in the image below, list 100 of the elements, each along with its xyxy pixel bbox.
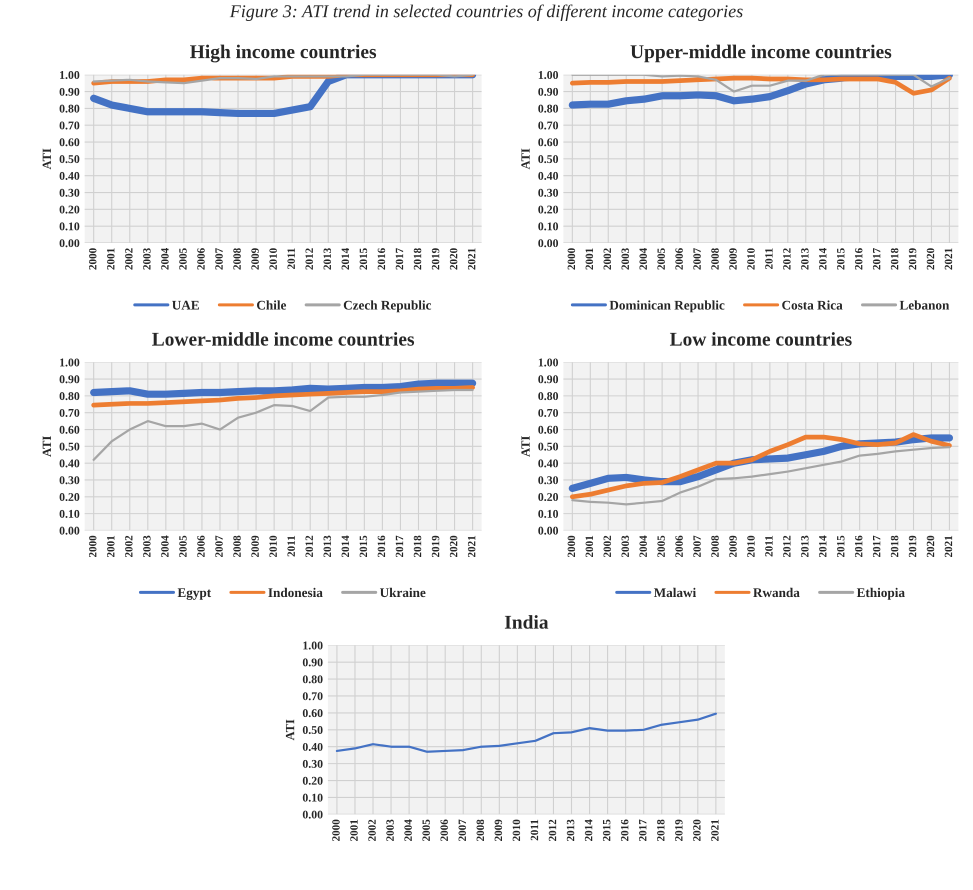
x-tick-label: 2012 [783,248,791,270]
y-tick-label: 0.60 [302,709,323,718]
x-tick-label: 2002 [125,536,133,558]
x-tick-label: 2010 [512,820,520,841]
chart-title: Lower-middle income countries [152,332,414,346]
x-tick-label: 2011 [765,536,773,556]
y-tick-label: 0.80 [60,392,80,400]
legend-label: Czech Republic [344,300,432,312]
x-tick-label: 2018 [657,820,665,841]
x-tick-label: 2008 [233,536,241,558]
y-axis-title: ATI [521,436,530,457]
x-tick-label: 2016 [378,536,386,558]
y-tick-label: 0.40 [60,172,80,180]
y-tick-label: 0.70 [60,121,80,130]
y-axis-title: ATI [42,436,51,457]
y-tick-label: 0.00 [60,239,80,248]
y-tick-label: 1.00 [60,71,80,80]
y-tick-label: 0.10 [60,222,80,230]
x-tick-label: 2017 [396,248,404,270]
x-tick-label: 2001 [107,248,114,270]
x-tick-label: 2000 [88,536,96,558]
x-tick-label: 2004 [404,819,412,841]
line-series [91,385,475,408]
y-tick-label: 0.50 [538,155,558,164]
x-tick-label: 2010 [269,248,277,270]
x-tick-label: 2018 [890,248,898,270]
y-tick-label: 0.90 [302,658,323,666]
x-tick-label: 2018 [414,536,422,558]
y-axis-title: ATI [521,148,530,170]
x-tick-label: 2019 [675,820,683,841]
y-axis-title: ATI [286,720,294,740]
x-tick-label: 2007 [693,536,701,558]
x-tick-label: 2015 [836,248,844,270]
y-tick-label: 0.00 [538,526,558,535]
x-tick-label: 2019 [432,536,440,558]
x-tick-label: 2015 [360,248,368,270]
x-tick-label: 2021 [468,248,476,270]
x-tick-label: 2021 [944,248,952,270]
y-tick-label: 1.00 [303,641,323,650]
x-tick-label: 2017 [872,536,880,558]
x-tick-label: 2014 [584,819,592,841]
y-tick-label: 0.70 [302,692,323,700]
x-tick-label: 2005 [179,248,187,270]
x-tick-label: 2009 [251,248,259,270]
x-tick-label: 2015 [360,536,368,558]
y-tick-label: 0.20 [538,493,558,502]
y-tick-label: 0.00 [538,239,558,248]
x-tick-label: 2013 [324,536,332,558]
x-tick-label: 2003 [621,536,629,558]
x-tick-label: 2019 [432,248,440,270]
x-tick-label: 2016 [854,248,862,270]
legend-label: Dominican Republic [610,300,724,312]
line-series [336,712,717,753]
x-tick-label: 2011 [287,248,295,269]
x-tick-label: 2000 [568,536,576,558]
x-tick-label: 2000 [88,248,96,270]
x-tick-label: 2020 [693,820,701,841]
y-tick-label: 0.80 [302,675,323,684]
x-tick-label: 2007 [215,536,223,558]
y-tick-label: 0.60 [538,426,558,434]
y-tick-label: 0.40 [538,459,558,468]
y-tick-label: 0.50 [60,155,80,164]
x-tick-label: 2017 [396,536,404,558]
x-tick-label: 2004 [639,248,647,270]
y-tick-label: 0.40 [302,742,323,751]
x-tick-label: 2011 [287,536,295,556]
x-tick-label: 2006 [197,248,205,270]
x-tick-label: 2009 [729,248,737,270]
line-series [571,446,951,506]
y-tick-label: 0.50 [538,442,558,451]
chart-title: Upper-middle income countries [630,44,892,62]
y-tick-label: 0.90 [60,88,80,96]
y-tick-label: 0.50 [60,442,80,451]
y-tick-label: 0.30 [302,760,323,768]
y-axis-title: ATI [42,148,51,170]
x-tick-label: 2007 [693,248,701,270]
x-tick-label: 2004 [161,536,169,558]
x-tick-label: 2006 [675,536,683,558]
y-tick-label: 0.00 [60,526,80,535]
x-tick-label: 2019 [908,536,916,558]
x-tick-label: 2003 [621,248,629,270]
legend-label: Costa Rica [782,300,843,310]
x-tick-label: 2001 [586,536,594,558]
chart-title: Low income countries [670,332,852,346]
x-tick-label: 2021 [944,536,952,558]
x-tick-label: 2013 [566,820,574,841]
x-tick-label: 2017 [872,248,880,270]
x-tick-label: 2010 [747,536,755,558]
y-tick-label: 0.30 [60,188,80,197]
x-tick-label: 2004 [639,536,647,558]
y-tick-label: 0.80 [538,104,558,113]
y-tick-label: 0.90 [538,375,558,384]
y-tick-label: 0.10 [538,222,558,230]
x-tick-label: 2010 [747,248,755,270]
x-tick-label: 2012 [548,820,556,841]
y-tick-label: 0.00 [302,810,323,819]
x-tick-label: 2002 [604,248,612,270]
x-tick-label: 2003 [143,248,151,270]
x-tick-label: 2015 [602,820,610,841]
y-tick-label: 0.20 [538,206,558,214]
